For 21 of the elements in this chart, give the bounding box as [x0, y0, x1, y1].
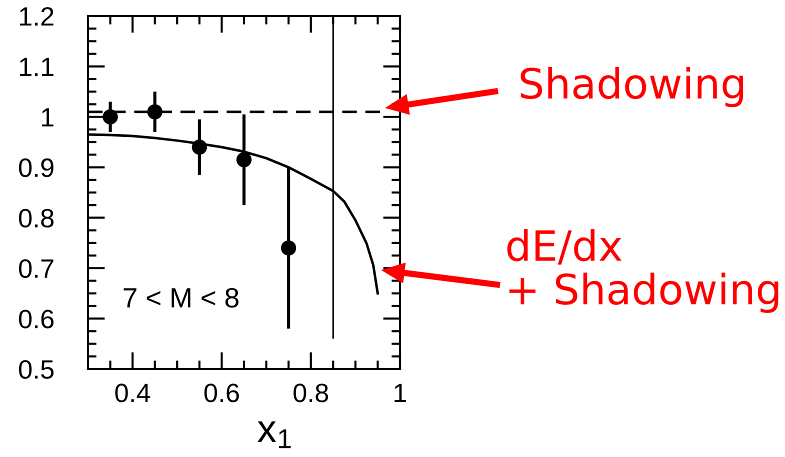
y-tick-label: 0.5	[19, 360, 54, 379]
x-tick-label: 1	[394, 384, 406, 402]
y-tick-label: 0.7	[19, 259, 54, 278]
point	[102, 109, 118, 124]
x-tick-label: 0.4	[115, 384, 150, 402]
x-tick-label: 0.8	[294, 384, 328, 402]
point	[236, 152, 252, 168]
y-tick-label: 1	[42, 108, 54, 126]
y-tick-label: 1.2	[20, 7, 54, 26]
annotation: 7 < M < 8	[124, 288, 238, 308]
point	[147, 104, 162, 120]
y-tick-label: 1.1	[20, 58, 54, 76]
x-axis-title: x$_{1}$	[258, 421, 291, 448]
y-tick-label: 0.6	[19, 310, 54, 328]
text: dE/dx + Shadowing	[507, 229, 778, 313]
point	[192, 140, 208, 155]
y-tick-label: 0.9	[19, 158, 54, 178]
y-tick-label: 0.8	[19, 208, 54, 228]
text: Shadowing	[520, 66, 744, 108]
x-tick-label: 0.6	[204, 384, 239, 402]
point	[280, 240, 296, 256]
